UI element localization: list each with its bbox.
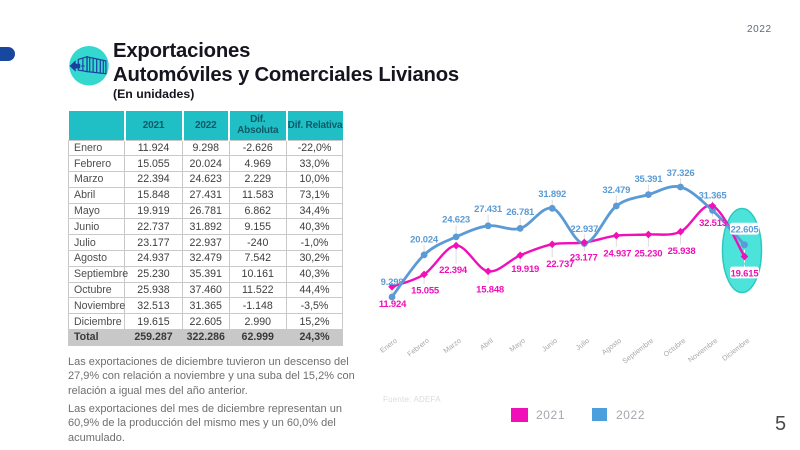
svg-text:37.326: 37.326 <box>667 168 695 179</box>
svg-text:19.919: 19.919 <box>511 264 539 275</box>
svg-text:Marzo: Marzo <box>441 336 462 355</box>
svg-text:25.938: 25.938 <box>668 246 696 257</box>
svg-text:15.848: 15.848 <box>476 284 504 295</box>
svg-text:35.391: 35.391 <box>634 174 663 185</box>
svg-text:Agosto: Agosto <box>600 336 623 357</box>
svg-text:Abril: Abril <box>478 336 495 352</box>
svg-text:Octubre: Octubre <box>661 336 687 359</box>
svg-text:22.937: 22.937 <box>570 224 598 235</box>
svg-text:Diciembre: Diciembre <box>720 336 751 363</box>
svg-text:19.615: 19.615 <box>731 268 760 279</box>
svg-text:32.479: 32.479 <box>602 185 630 196</box>
svg-text:Junio: Junio <box>540 336 559 354</box>
svg-text:31.892: 31.892 <box>538 189 566 200</box>
svg-text:Mayo: Mayo <box>507 336 526 354</box>
svg-text:23.177: 23.177 <box>570 253 598 264</box>
svg-text:27.431: 27.431 <box>474 204 503 215</box>
svg-text:25.230: 25.230 <box>634 248 662 259</box>
svg-text:Febrero: Febrero <box>405 336 430 358</box>
svg-text:Septiembre: Septiembre <box>620 336 655 366</box>
svg-text:26.781: 26.781 <box>506 207 535 218</box>
svg-text:22.737: 22.737 <box>546 259 574 270</box>
svg-text:24.937: 24.937 <box>603 248 631 259</box>
svg-text:Enero: Enero <box>378 336 399 355</box>
svg-text:20.024: 20.024 <box>410 235 439 246</box>
svg-text:22.605: 22.605 <box>731 225 760 236</box>
svg-text:22.394: 22.394 <box>439 265 468 276</box>
svg-text:32.513: 32.513 <box>699 218 727 229</box>
svg-text:31.365: 31.365 <box>699 191 728 202</box>
svg-text:24.623: 24.623 <box>442 215 470 226</box>
svg-text:Julio: Julio <box>574 336 591 352</box>
svg-text:11.924: 11.924 <box>379 299 407 310</box>
svg-text:Noviembre: Noviembre <box>686 336 719 364</box>
svg-text:15.055: 15.055 <box>411 286 440 297</box>
svg-text:9.298: 9.298 <box>381 277 404 288</box>
